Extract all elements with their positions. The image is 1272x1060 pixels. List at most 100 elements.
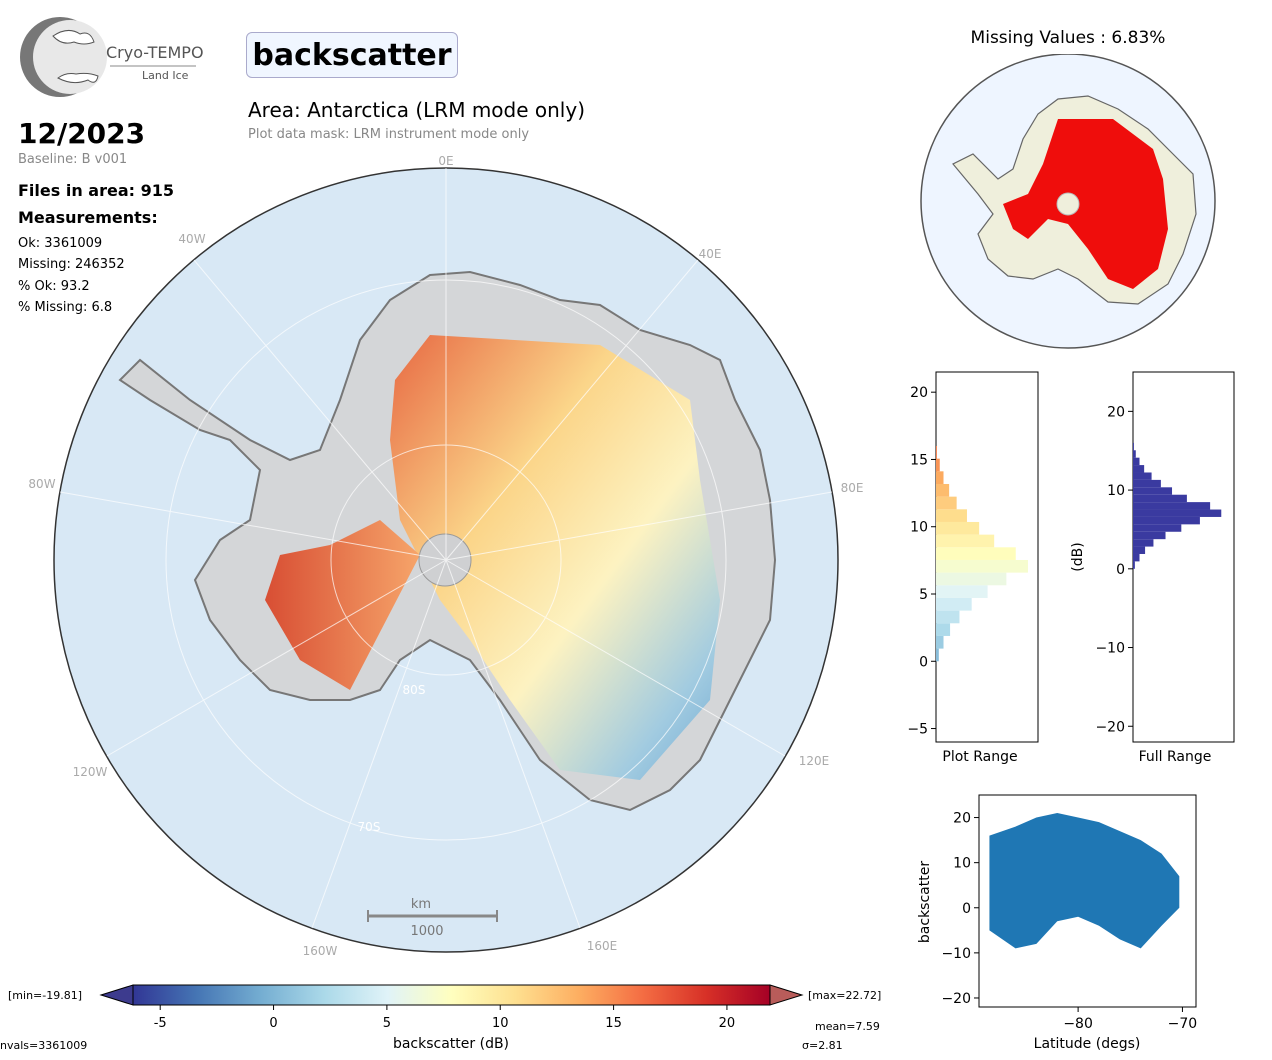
missing-data-region <box>1003 119 1168 289</box>
data-swath-east <box>390 335 720 780</box>
parameter-title: backscatter <box>246 32 458 78</box>
colorbar-label: backscatter (dB) <box>393 1036 509 1052</box>
histogram-bar <box>1133 539 1154 547</box>
scatter-point-cloud <box>989 813 1180 949</box>
measurements-heading: Measurements: <box>18 208 158 227</box>
histogram-bar <box>936 534 995 548</box>
histogram-bar <box>936 458 940 472</box>
full-range-ylabel: (dB) <box>1070 542 1086 571</box>
histogram-bar <box>1133 502 1211 510</box>
mean-label: mean=7.59 <box>815 1020 880 1033</box>
histogram-bar <box>1133 546 1146 554</box>
colorbar-tick-label: 0 <box>269 1016 277 1031</box>
histogram-bar <box>936 496 957 510</box>
histogram-ytick-label: 10 <box>1107 483 1125 499</box>
histogram-ytick-label: 20 <box>1107 404 1125 420</box>
lon-label-0e: 0E <box>438 154 453 168</box>
histogram-bar <box>1133 479 1161 488</box>
graticule <box>59 168 833 929</box>
plot-range-histogram: −5 0 5 10 15 20 Plot Range <box>907 371 1039 765</box>
colorbar-max-extend <box>769 984 804 1006</box>
histogram-bar <box>936 610 960 624</box>
histogram-bar <box>936 585 988 598</box>
histogram-bar <box>1133 494 1187 503</box>
histogram-ytick-label: 10 <box>910 520 928 536</box>
colorbar: -5 0 5 10 15 20 [min=-19.81] [max=22.72] back… <box>0 984 881 1052</box>
percent-missing: % Missing: 6.8 <box>18 300 113 315</box>
lon-label-120w: 120W <box>73 765 108 779</box>
histogram-bar <box>936 597 972 611</box>
lon-label-80w: 80W <box>28 477 55 491</box>
colorbar-tick-label: 20 <box>719 1016 736 1031</box>
lon-label-40e: 40E <box>699 247 722 261</box>
logo-subtitle: Land Ice <box>142 69 189 82</box>
sigma-label: σ=2.81 <box>802 1039 843 1052</box>
date-label: 12/2023 <box>18 117 146 150</box>
histogram-bar <box>936 648 939 662</box>
area-title: Area: Antarctica (LRM mode only) <box>248 98 586 122</box>
scale-bar: km 1000 <box>367 897 498 939</box>
histogram-ytick-label: −5 <box>907 722 928 738</box>
histogram-ytick-label: 15 <box>910 452 928 468</box>
scatter-ytick-label: 0 <box>962 901 971 917</box>
scatter-xtick-label: −70 <box>1168 1016 1198 1032</box>
scatter-ytick-label: −10 <box>941 946 971 962</box>
histogram-bar <box>1133 472 1152 480</box>
colorbar-tick-label: 5 <box>383 1016 391 1031</box>
histogram-bar <box>936 509 967 522</box>
percent-ok: % Ok: 93.2 <box>18 279 90 294</box>
histogram-bar <box>1133 465 1145 473</box>
full-range-axes <box>1132 371 1235 743</box>
scatter-ytick-label: 10 <box>953 856 971 872</box>
histogram-bar <box>1133 487 1173 495</box>
nvals-label: nvals=3361009 <box>0 1039 87 1052</box>
histogram-bar <box>1133 509 1222 517</box>
histogram-bar <box>1133 516 1200 525</box>
histogram-ytick-label: 5 <box>919 587 928 603</box>
plot-range-xlabel: Plot Range <box>942 749 1017 765</box>
histogram-bar <box>1133 524 1182 532</box>
histogram-bar <box>936 635 944 649</box>
missing-values-map <box>920 54 1216 349</box>
colorbar-max-label: [max=22.72] <box>808 989 881 1002</box>
scatter-ytick-label: 20 <box>953 811 971 827</box>
histogram-bar <box>1133 457 1140 466</box>
mask-note: Plot data mask: LRM instrument mode only <box>248 127 530 142</box>
histogram-bar <box>936 559 1028 573</box>
scatter-xtick-label: −80 <box>1063 1016 1093 1032</box>
cryo-tempo-logo: Cryo-TEMPO Land Ice <box>20 17 204 97</box>
full-range-histogram: −20 −10 0 10 20 Full Range (dB) <box>1070 371 1235 765</box>
ok-count: Ok: 3361009 <box>18 236 103 251</box>
histogram-bar <box>1133 450 1136 458</box>
histogram-bar <box>1133 531 1166 540</box>
histogram-bar <box>1133 561 1135 569</box>
histogram-bar <box>936 623 951 636</box>
histogram-bar <box>1133 553 1140 562</box>
scatter-xlabel: Latitude (degs) <box>1034 1036 1141 1052</box>
histogram-bar <box>936 446 937 459</box>
logo-name: Cryo-TEMPO <box>106 43 204 62</box>
scale-bar-unit: km <box>411 897 431 912</box>
histogram-bar <box>936 572 1007 586</box>
main-polar-map: 0E 40E 80E 120E 160E 160W 120W 80W 40W 8… <box>28 154 864 958</box>
files-count: Files in area: 915 <box>18 181 174 200</box>
histogram-bar <box>936 547 1016 560</box>
colorbar-tick-label: -5 <box>154 1016 167 1031</box>
histogram-bar <box>936 521 980 535</box>
histogram-ytick-label: 20 <box>910 385 928 401</box>
scatter-ylabel: backscatter <box>917 861 933 943</box>
lon-label-120e: 120E <box>799 754 830 768</box>
histogram-bar <box>936 471 944 484</box>
colorbar-gradient <box>132 984 771 1006</box>
latitude-scatter: −20 −10 0 10 20 −80 −70 Latitude (degs) backsc… <box>917 794 1198 1052</box>
lon-label-160e: 160E <box>587 939 618 953</box>
histogram-bar <box>1133 442 1134 451</box>
lon-label-80e: 80E <box>841 481 864 495</box>
colorbar-tick-label: 15 <box>605 1016 622 1031</box>
histogram-ytick-label: −10 <box>1095 641 1125 657</box>
histogram-bar <box>936 483 950 497</box>
full-range-xlabel: Full Range <box>1139 749 1212 765</box>
histogram-ytick-label: 0 <box>1116 562 1125 578</box>
histogram-ytick-label: 0 <box>919 654 928 670</box>
lon-label-40w: 40W <box>178 232 205 246</box>
